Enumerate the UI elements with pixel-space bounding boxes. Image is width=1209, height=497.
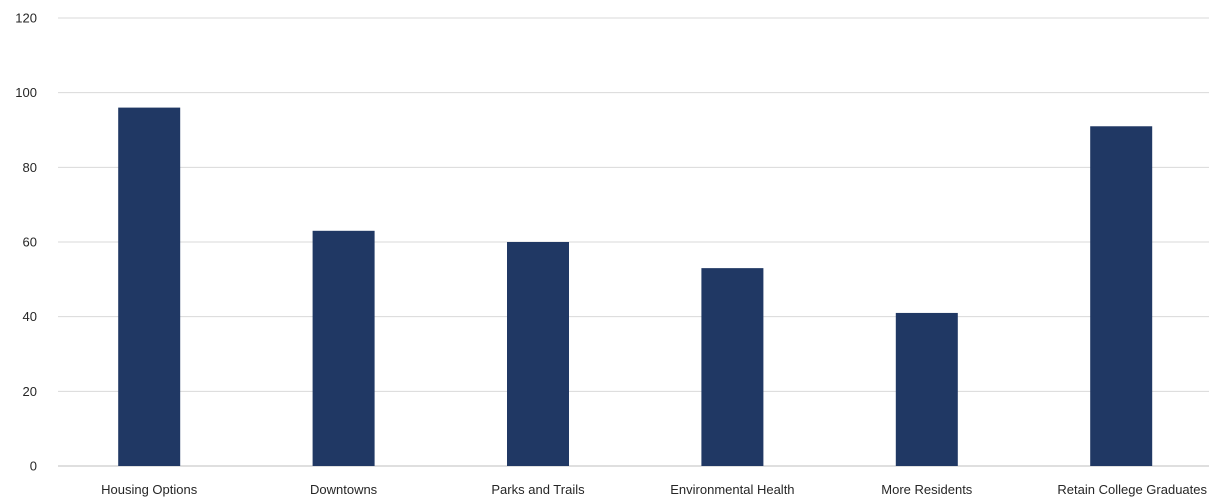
x-category-label: Parks and Trails xyxy=(491,482,585,497)
y-tick-label: 80 xyxy=(23,160,37,175)
bar xyxy=(1090,126,1153,467)
y-tick-label: 40 xyxy=(23,309,37,324)
y-tick-label: 100 xyxy=(15,85,37,100)
bar xyxy=(701,268,764,466)
x-category-label: More Residents xyxy=(881,482,973,497)
y-tick-label: 0 xyxy=(30,459,37,474)
x-category-label: Retain College Graduates xyxy=(1057,482,1207,497)
x-category-label: Environmental Health xyxy=(670,482,794,497)
y-tick-label: 20 xyxy=(23,384,37,399)
x-axis-labels: Housing Options Downtowns Parks and Trails… xyxy=(101,482,1207,497)
y-tick-label: 120 xyxy=(15,11,37,26)
y-tick-label: 60 xyxy=(23,235,37,250)
bar xyxy=(118,107,181,466)
bar xyxy=(507,242,569,466)
bar xyxy=(312,230,375,466)
gridlines xyxy=(58,17,1209,467)
x-category-label: Housing Options xyxy=(101,482,198,497)
bar xyxy=(895,312,958,466)
bars xyxy=(118,107,1153,467)
y-axis-ticks: 0 20 40 60 80 100 120 xyxy=(15,11,37,474)
x-category-label: Downtowns xyxy=(310,482,378,497)
